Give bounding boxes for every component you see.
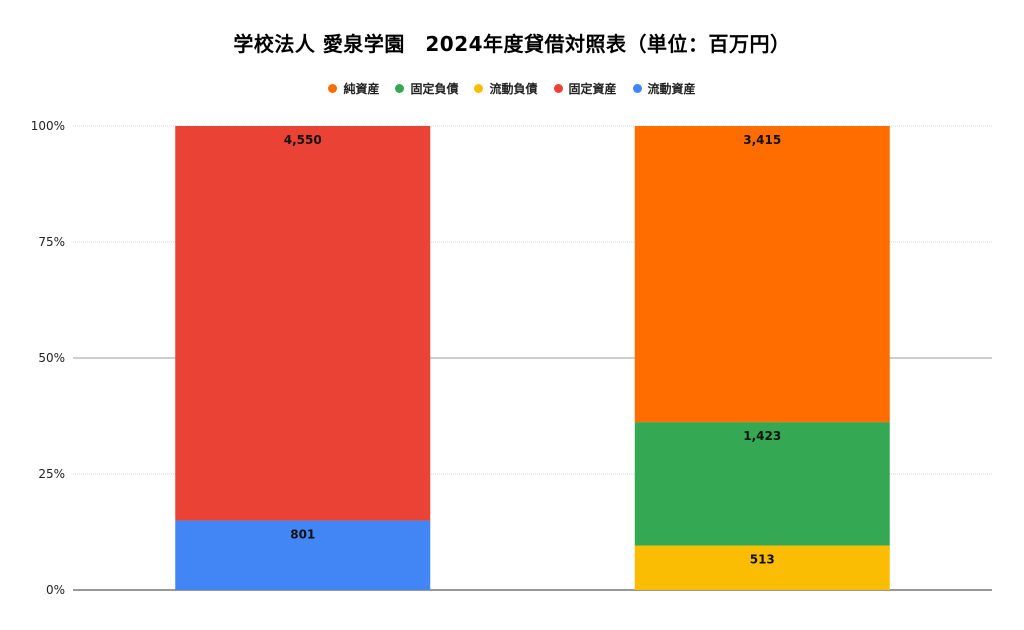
legend-swatch: [474, 84, 484, 93]
data-label: 4,550: [284, 133, 322, 147]
y-tick-label: 50%: [38, 351, 65, 365]
bar-segment: [175, 126, 431, 521]
legend-item-net-assets: 純資産: [328, 80, 379, 97]
data-label: 1,423: [743, 429, 781, 443]
legend-label: 流動資産: [647, 82, 696, 96]
legend-swatch: [632, 84, 642, 93]
bar-segment: [634, 545, 890, 590]
legend-label: 流動負債: [489, 82, 538, 96]
data-label: 513: [750, 553, 775, 567]
y-tick-label: 25%: [38, 467, 65, 481]
legend-swatch: [328, 84, 338, 93]
y-tick-label: 0%: [46, 583, 65, 597]
data-label: 801: [290, 528, 315, 542]
legend-swatch: [553, 84, 563, 93]
bar-segment: [175, 520, 431, 590]
legend-item-current-liabilities: 流動負債: [474, 80, 538, 97]
chart-title: 学校法人 愛泉学園 2024年度貸借対照表（単位：百万円）: [233, 32, 791, 56]
legend-item-fixed-liabilities: 固定負債: [395, 80, 458, 97]
y-tick-label: 75%: [38, 235, 65, 249]
legend-item-current-assets: 流動資産: [632, 80, 696, 97]
legend-label: 固定負債: [410, 82, 459, 96]
y-tick-label: 100%: [31, 119, 65, 133]
legend-label: 純資産: [343, 82, 380, 96]
legend-item-fixed-assets: 固定資産: [553, 80, 617, 97]
data-label: 3,415: [743, 133, 781, 147]
legend-label: 固定資産: [568, 82, 617, 96]
legend-swatch: [395, 84, 405, 93]
legend: 純資産 固定負債 流動負債 固定資産 流動資産: [0, 80, 1024, 97]
bar-segment: [634, 126, 890, 423]
bar-segment: [634, 422, 890, 546]
